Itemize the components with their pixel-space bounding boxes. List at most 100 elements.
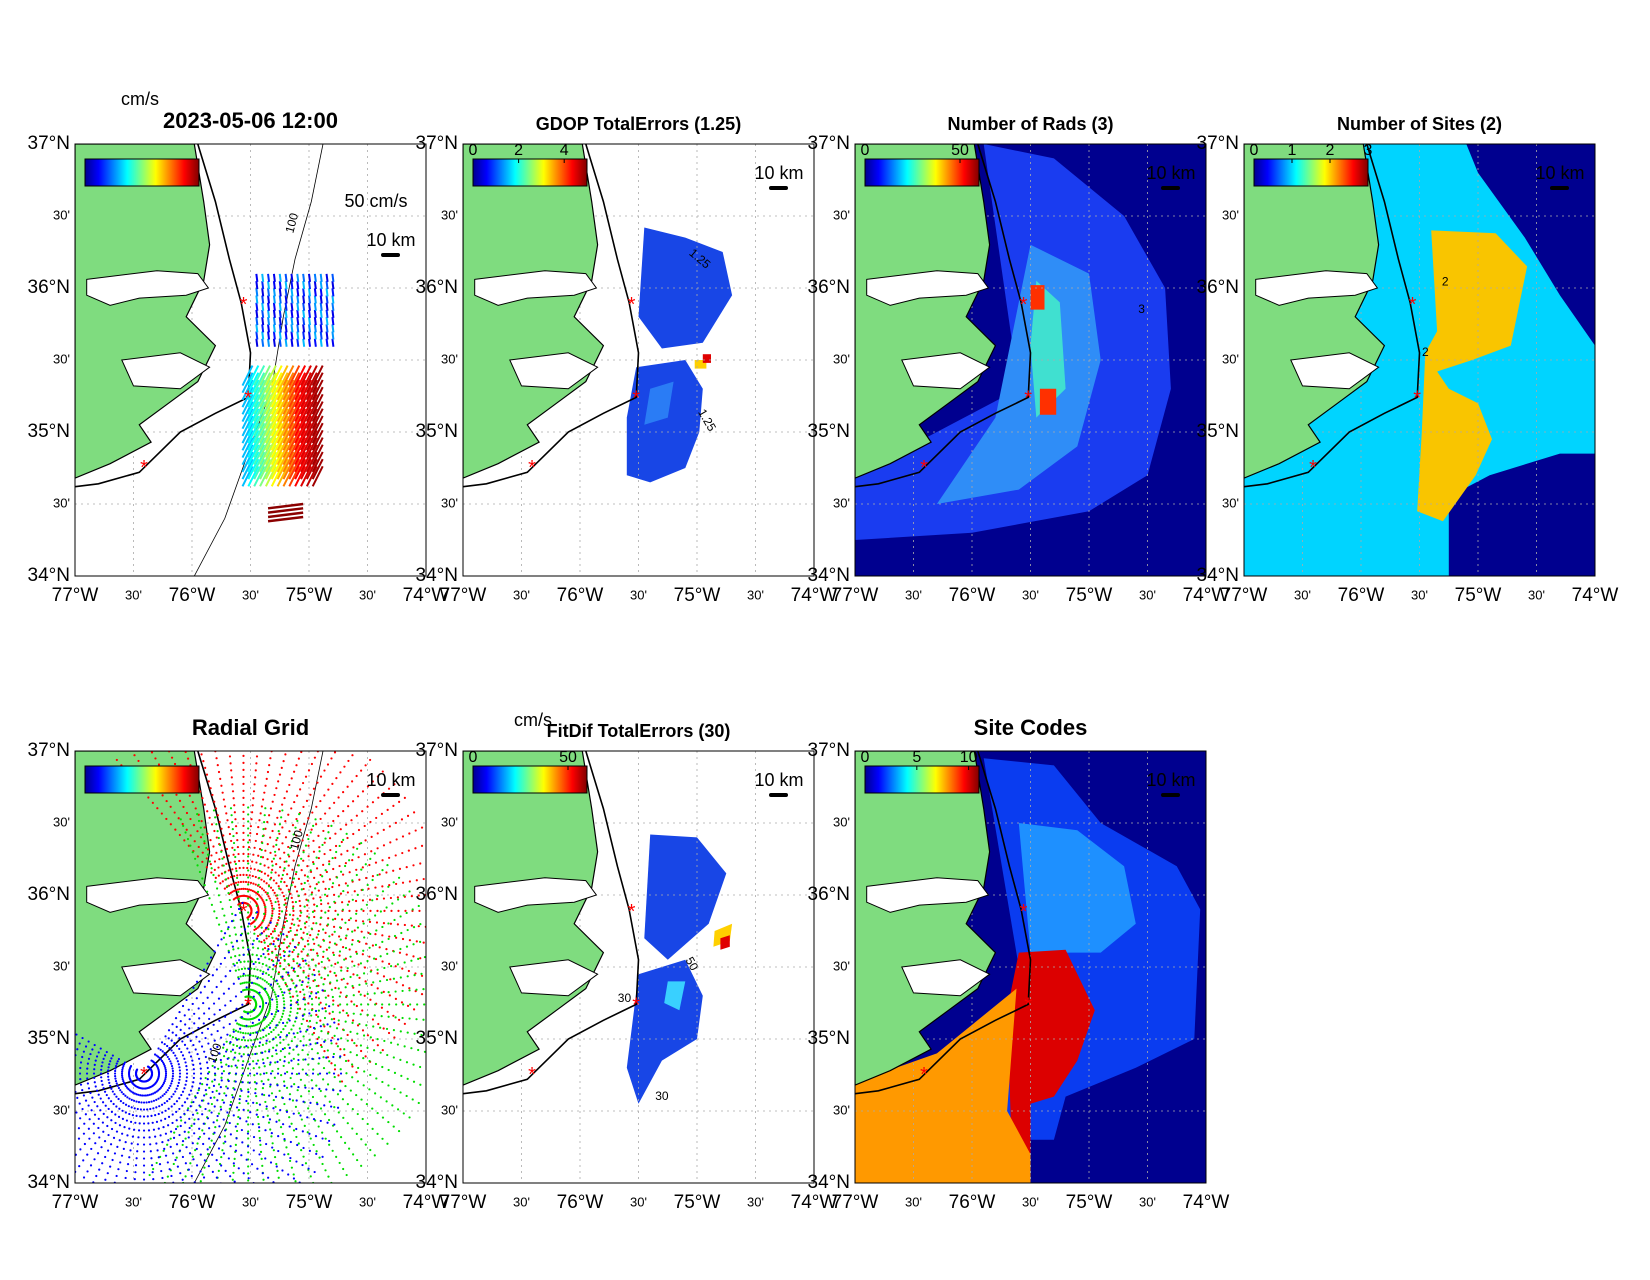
- radial-grid-point: [248, 1222, 250, 1224]
- current-vector: [255, 324, 259, 333]
- current-vector: [311, 444, 324, 466]
- radial-grid-point: [242, 1053, 245, 1056]
- radial-grid-point: [18, 1050, 20, 1052]
- radial-grid-point: [275, 1120, 278, 1123]
- x-tick-label: 30': [630, 587, 647, 602]
- y-tick-label: 36°N: [28, 884, 70, 905]
- sound: [901, 959, 991, 997]
- radial-grid-point: [275, 962, 278, 965]
- radial-grid-point: [206, 996, 209, 999]
- radial-grid-point: [205, 773, 209, 776]
- radial-grid-point: [238, 1052, 241, 1055]
- radial-grid-point: [351, 1019, 355, 1022]
- radial-grid-point: [142, 1143, 146, 1146]
- radial-grid-point: [281, 1132, 284, 1135]
- radial-grid-point: [170, 1174, 173, 1178]
- radial-grid-point: [306, 1131, 309, 1134]
- current-vector: [288, 415, 301, 437]
- radial-grid-point: [265, 934, 268, 937]
- radial-grid-point: [133, 1092, 136, 1095]
- current-vector: [282, 437, 295, 458]
- radial-grid-point: [131, 1213, 133, 1215]
- radial-grid-point: [157, 1112, 160, 1116]
- radial-grid-point: [234, 1143, 237, 1147]
- radial-grid-point: [310, 725, 312, 727]
- radial-grid-point: [267, 874, 270, 877]
- radial-grid-point: [277, 874, 280, 877]
- radial-grid-point: [279, 857, 282, 860]
- radial-grid-point: [228, 1022, 231, 1026]
- radial-grid-point: [361, 1029, 365, 1032]
- radial-grid-point: [320, 1045, 323, 1049]
- radial-grid-point: [266, 992, 269, 995]
- radial-grid-point: [346, 1003, 349, 1006]
- radial-grid-point: [183, 1222, 185, 1224]
- data-field: [664, 981, 686, 1011]
- radial-grid-point: [310, 958, 314, 961]
- radial-grid-point: [292, 958, 295, 961]
- y-tick-label: 34°N: [28, 565, 70, 586]
- radial-grid-point: [232, 797, 235, 800]
- current-vector: [294, 408, 307, 430]
- radial-grid-point: [274, 1013, 277, 1016]
- radial-grid-point: [279, 866, 282, 869]
- radial-grid-point: [340, 1080, 344, 1083]
- radial-grid-point: [324, 1010, 327, 1013]
- radial-grid-point: [223, 1135, 226, 1138]
- radial-grid-point: [289, 926, 292, 930]
- x-tick-label: 30': [1528, 587, 1545, 602]
- radial-grid-point: [276, 923, 279, 926]
- radial-grid-point: [284, 753, 287, 756]
- radial-grid-point: [199, 1077, 202, 1080]
- radial-grid-point: [269, 1003, 272, 1006]
- radial-grid-point: [153, 1192, 155, 1194]
- current-vector: [288, 372, 301, 394]
- radial-grid-point: [254, 1092, 257, 1095]
- current-vector: [247, 465, 260, 487]
- radial-grid-point: [368, 863, 371, 867]
- radial-grid-point: [340, 969, 343, 972]
- sound: [474, 270, 598, 306]
- current-vector: [284, 338, 288, 347]
- y-tick-label: 35°N: [416, 1028, 458, 1049]
- radial-grid-point: [331, 1010, 334, 1013]
- radial-grid-point: [187, 1136, 190, 1139]
- radial-grid-point: [306, 904, 309, 907]
- radial-grid-point: [215, 1184, 217, 1186]
- radial-grid-point: [57, 1122, 59, 1124]
- radial-grid-point: [251, 811, 254, 814]
- radial-grid-point: [277, 780, 280, 783]
- radial-grid-point: [323, 841, 326, 844]
- current-vector: [241, 458, 254, 480]
- radial-grid-point: [305, 962, 308, 965]
- radial-grid-point: [156, 1149, 159, 1152]
- radial-grid-point: [247, 974, 250, 977]
- radial-grid-point: [126, 1134, 129, 1137]
- radial-grid-point: [349, 955, 352, 958]
- radial-grid-point: [359, 962, 363, 965]
- radial-grid-point: [274, 1095, 278, 1098]
- radial-grid-point: [392, 1125, 395, 1128]
- land: [1244, 144, 1386, 479]
- radial-grid-point: [266, 843, 269, 846]
- radial-grid-point: [181, 1155, 185, 1159]
- scale-label: 10 km: [366, 770, 415, 790]
- radial-grid-point: [295, 933, 299, 936]
- current-vector: [294, 372, 307, 394]
- radial-grid-point: [355, 1093, 358, 1097]
- radial-grid-point: [302, 1155, 305, 1158]
- radial-grid-point: [292, 1024, 295, 1027]
- radial-grid-point: [238, 959, 241, 962]
- radial-grid-point: [203, 883, 206, 887]
- radial-grid-point: [247, 897, 250, 900]
- radial-grid-point: [190, 1174, 193, 1178]
- radial-grid-point: [302, 1146, 305, 1150]
- radial-grid-point: [237, 1167, 240, 1170]
- radial-grid-point: [306, 953, 310, 956]
- radial-grid-point: [243, 1025, 246, 1028]
- radial-grid-point: [40, 1159, 42, 1161]
- radial-grid-point: [229, 1100, 233, 1104]
- radial-grid-point: [272, 845, 275, 848]
- radial-grid-point: [59, 1058, 61, 1060]
- current-vector: [282, 458, 295, 480]
